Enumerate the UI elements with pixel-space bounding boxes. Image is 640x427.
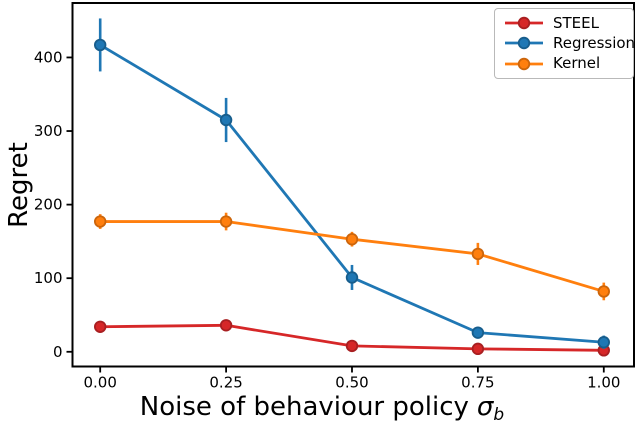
legend-marker (517, 16, 531, 30)
y-axis-label: Regret (4, 142, 34, 228)
regression-data-point (345, 271, 359, 284)
x-tick-label: 0.25 (209, 374, 242, 392)
legend-item-steel: STEEL (503, 15, 629, 31)
kernel-data-point (93, 215, 107, 228)
regression-data-point (219, 113, 233, 127)
regression-data-point (597, 336, 610, 349)
legend-swatch (505, 37, 543, 50)
legend-item-kernel: Kernel (503, 56, 629, 72)
steel-data-point (345, 339, 359, 353)
series-kernel (93, 212, 610, 301)
y-tick-label: 100 (34, 269, 63, 287)
kernel-data-point (597, 285, 610, 298)
legend-label-kernel: Kernel (553, 54, 601, 73)
steel-data-point (471, 342, 485, 356)
sigma-symbol: σ (477, 392, 495, 422)
x-tick-label: 0.50 (335, 374, 368, 392)
sigma-subscript: b (493, 405, 504, 425)
x-tick-label: 1.00 (587, 374, 620, 392)
regression-data-point (471, 326, 485, 339)
regression-data-point (93, 38, 107, 52)
legend-marker (517, 37, 531, 50)
x-axis-label: Noise of behaviour policy σb (140, 392, 504, 425)
x-axis-label-text: Noise of behaviour policy (140, 392, 469, 422)
legend-item-regression: Regression (503, 35, 635, 51)
legend-label-steel: STEEL (553, 13, 599, 32)
series-regression (93, 18, 610, 349)
y-tick-label: 300 (34, 122, 63, 140)
regression-line (98, 43, 606, 344)
y-tick-label: 400 (34, 48, 63, 66)
kernel-data-point (471, 247, 485, 261)
axes-frame (71, 2, 635, 368)
steel-data-point (219, 319, 233, 332)
x-tick-label: 0.75 (461, 374, 494, 392)
y-tick-label: 200 (34, 196, 63, 214)
legend: STEEL Regression Kernel (494, 8, 635, 79)
kernel-data-point (345, 233, 359, 246)
legend-swatch (505, 57, 543, 71)
legend-marker (517, 57, 531, 71)
legend-label-regression: Regression (553, 33, 636, 52)
y-tick-label: 0 (53, 343, 63, 361)
x-tick-label: 0.00 (83, 374, 116, 392)
legend-swatch (505, 16, 543, 30)
kernel-data-point (219, 215, 233, 228)
series-steel (93, 319, 610, 357)
steel-data-point (93, 320, 107, 333)
